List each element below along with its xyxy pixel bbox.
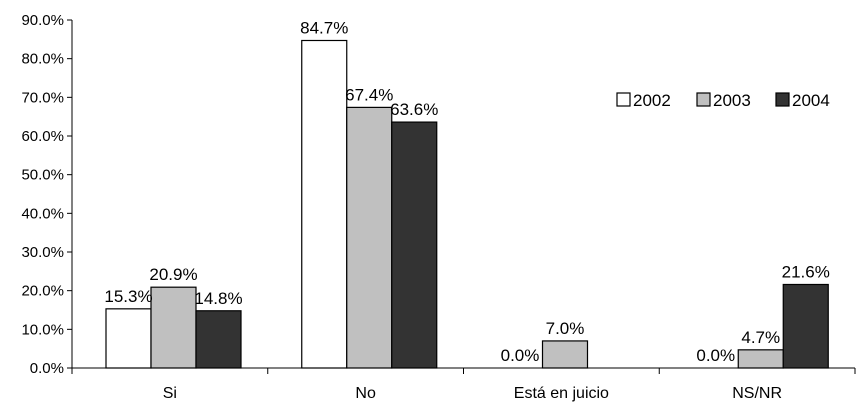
y-tick-label: 50.0%: [21, 167, 64, 184]
data-labels: 15.3% 20.9% 14.8% 84.7% 67.4%63.6% 0.0% 7.0% 0.…: [104, 18, 829, 365]
bar-2003-1: [346, 106, 393, 369]
data-label-2003-2: 7.0%: [546, 319, 585, 338]
bar-2004-0: [195, 310, 242, 369]
y-tick-label: 40.0%: [21, 205, 64, 222]
y-tick-label: 20.0%: [21, 283, 64, 300]
category-label-0: Si: [163, 385, 177, 402]
legend-swatch-2002: [616, 92, 631, 107]
legend-swatch-2004: [775, 92, 790, 107]
y-tick-label: 80.0%: [21, 51, 64, 68]
legend-label-2002: 2002: [633, 91, 671, 110]
data-label-2002-0: 15.3%: [104, 287, 152, 306]
data-label-2002-3: 0.0%: [696, 346, 735, 365]
y-tick-label: 10.0%: [21, 321, 64, 338]
y-tick-label: 0.0%: [30, 360, 64, 377]
data-label-2004-3: 21.6%: [782, 262, 830, 281]
chart-legend: 2002 2003 2004: [616, 91, 830, 110]
bar-2002-0: [105, 308, 152, 369]
legend-swatch-2003: [696, 92, 711, 107]
bar-2003-0: [150, 286, 197, 369]
category-label-2: Está en juicio: [514, 385, 609, 402]
bar-2004-3: [782, 283, 829, 369]
y-tick-label: 90.0%: [21, 12, 64, 29]
legend-label-2003: 2003: [713, 91, 751, 110]
y-tick-label: 60.0%: [21, 128, 64, 145]
bar-2003-3: [737, 349, 784, 369]
bar-2002-1: [301, 39, 348, 369]
category-labels: Si No Está en juicio NS/NR: [163, 385, 782, 402]
bar-2004-1: [391, 121, 438, 369]
bar-2003-2: [541, 340, 589, 369]
data-label-2004-1: 63.6%: [390, 100, 438, 119]
data-label-2002-2: 0.0%: [501, 346, 540, 365]
y-tick-label: 30.0%: [21, 244, 64, 261]
category-label-1: No: [355, 385, 376, 402]
category-label-3: NS/NR: [732, 385, 782, 402]
y-axis-ticks: 0.0% 10.0% 20.0% 30.0% 40.0% 50.0% 60.0% 70.0% 8…: [21, 12, 72, 377]
data-label-2003-1: 67.4%: [345, 85, 393, 104]
legend-label-2004: 2004: [792, 91, 830, 110]
chart-bars: [105, 39, 829, 369]
y-tick-label: 70.0%: [21, 89, 64, 106]
data-label-2002-1: 84.7%: [300, 18, 348, 37]
data-label-2004-0: 14.8%: [194, 289, 242, 308]
data-label-2003-3: 4.7%: [741, 328, 780, 347]
data-label-2003-0: 20.9%: [149, 265, 197, 284]
